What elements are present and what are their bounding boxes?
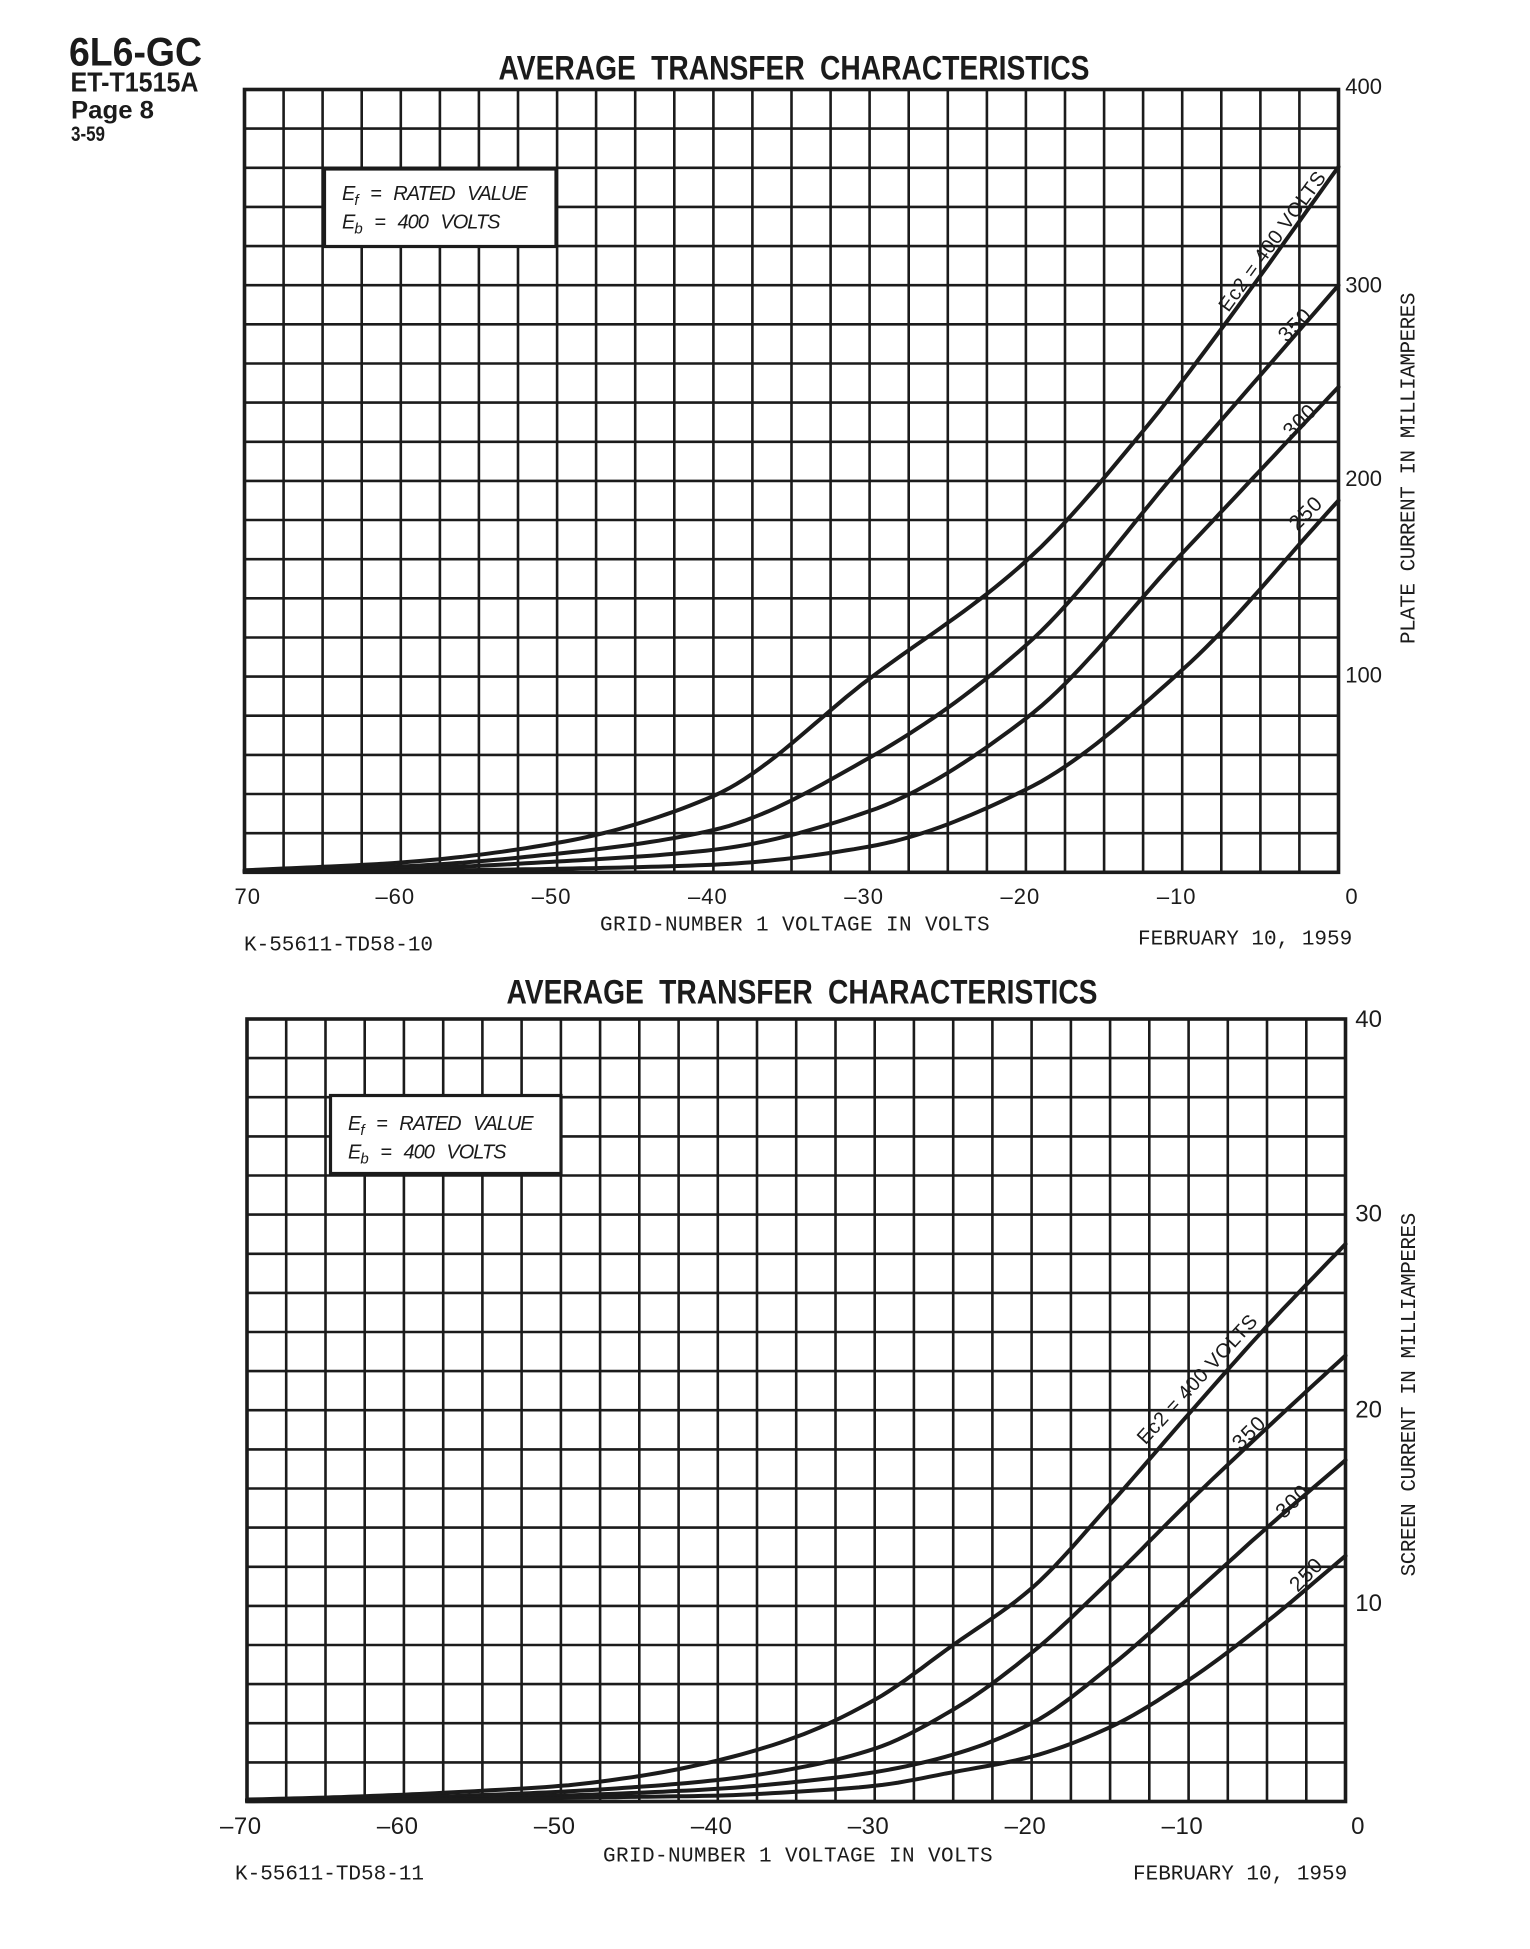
svg-text:FEBRUARY 10, 1959: FEBRUARY 10, 1959 xyxy=(1138,929,1352,952)
svg-text:K-55611-TD58-10: K-55611-TD58-10 xyxy=(244,935,433,958)
svg-text:6L6-GC: 6L6-GC xyxy=(69,31,202,75)
svg-text:100: 100 xyxy=(1345,663,1382,688)
svg-text:Eb = 400 VOLTS: Eb = 400 VOLTS xyxy=(342,212,501,238)
svg-text:GRID-NUMBER 1 VOLTAGE IN VOLTS: GRID-NUMBER 1 VOLTAGE IN VOLTS xyxy=(600,915,990,938)
svg-text:FEBRUARY 10, 1959: FEBRUARY 10, 1959 xyxy=(1133,1864,1347,1887)
svg-text:–40: –40 xyxy=(688,884,728,909)
svg-text:–50: –50 xyxy=(532,884,572,909)
svg-text:30: 30 xyxy=(1355,1201,1382,1228)
svg-text:10: 10 xyxy=(1355,1590,1382,1617)
svg-text:Ef = RATED VALUE: Ef = RATED VALUE xyxy=(348,1113,534,1139)
svg-text:AVERAGE TRANSFER CHARACTERISTI: AVERAGE TRANSFER CHARACTERISTICS xyxy=(507,974,1098,1012)
svg-text:–50: –50 xyxy=(534,1813,576,1840)
svg-text:–10: –10 xyxy=(1157,884,1197,909)
svg-text:70: 70 xyxy=(235,884,261,909)
svg-text:AVERAGE TRANSFER CHARACTERISTI: AVERAGE TRANSFER CHARACTERISTICS xyxy=(499,50,1090,88)
svg-text:PLATE CURRENT IN MILLIAMPERES: PLATE CURRENT IN MILLIAMPERES xyxy=(1399,293,1422,644)
svg-text:–20: –20 xyxy=(1001,884,1041,909)
svg-text:0: 0 xyxy=(1351,1813,1365,1840)
svg-text:–70: –70 xyxy=(220,1813,262,1840)
svg-text:–60: –60 xyxy=(375,884,415,909)
svg-text:–30: –30 xyxy=(848,1813,890,1840)
svg-text:Ef = RATED VALUE: Ef = RATED VALUE xyxy=(342,183,528,209)
svg-text:ET-T1515A: ET-T1515A xyxy=(71,67,199,98)
svg-text:200: 200 xyxy=(1345,466,1382,491)
svg-text:20: 20 xyxy=(1355,1397,1382,1424)
svg-text:40: 40 xyxy=(1355,1006,1382,1033)
svg-text:3-59: 3-59 xyxy=(71,123,105,146)
svg-text:Eb = 400 VOLTS: Eb = 400 VOLTS xyxy=(348,1142,507,1168)
svg-text:–10: –10 xyxy=(1162,1813,1204,1840)
svg-text:–40: –40 xyxy=(691,1813,733,1840)
svg-text:–30: –30 xyxy=(844,884,884,909)
svg-text:300: 300 xyxy=(1345,273,1382,298)
svg-text:GRID-NUMBER 1 VOLTAGE IN VOLTS: GRID-NUMBER 1 VOLTAGE IN VOLTS xyxy=(603,1846,993,1869)
svg-text:Page 8: Page 8 xyxy=(71,97,154,125)
svg-text:SCREEN CURRENT IN MILLIAMPERES: SCREEN CURRENT IN MILLIAMPERES xyxy=(1399,1213,1422,1576)
svg-text:–20: –20 xyxy=(1005,1813,1047,1840)
svg-text:K-55611-TD58-11: K-55611-TD58-11 xyxy=(235,1864,424,1887)
svg-text:400: 400 xyxy=(1345,74,1382,99)
svg-text:–60: –60 xyxy=(377,1813,419,1840)
svg-text:0: 0 xyxy=(1345,884,1358,909)
